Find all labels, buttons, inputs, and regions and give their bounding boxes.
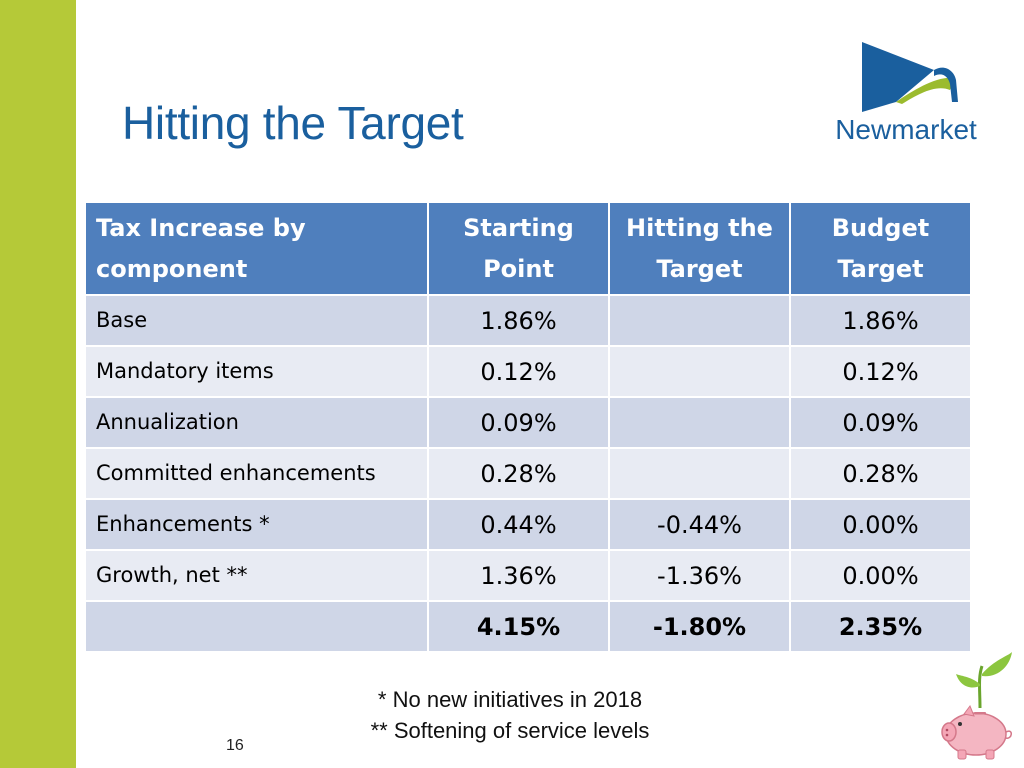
row-label: Mandatory items xyxy=(84,345,429,398)
budget-target-cell: 0.28% xyxy=(789,447,972,500)
footnote-1: * No new initiatives in 2018 xyxy=(377,687,643,712)
starting-point-total: 4.15% xyxy=(427,600,610,653)
table-row: Annualization 0.09% 0.09% xyxy=(84,396,972,449)
row-label xyxy=(84,600,429,653)
row-label: Enhancements * xyxy=(84,498,429,551)
table-row: Enhancements * 0.44% -0.44% 0.00% xyxy=(84,498,972,551)
budget-target-cell: 0.09% xyxy=(789,396,972,449)
hitting-target-cell: -0.44% xyxy=(608,498,791,551)
tax-increase-table: Tax Increase by component Starting Point… xyxy=(84,201,972,653)
table-header-row: Tax Increase by component Starting Point… xyxy=(84,201,972,296)
starting-point-cell: 0.44% xyxy=(427,498,610,551)
table-row: Mandatory items 0.12% 0.12% xyxy=(84,345,972,398)
header-starting-point: Starting Point xyxy=(427,201,610,296)
starting-point-cell: 0.28% xyxy=(427,447,610,500)
row-label: Committed enhancements xyxy=(84,447,429,500)
budget-target-cell: 0.12% xyxy=(789,345,972,398)
budget-target-cell: 0.00% xyxy=(789,498,972,551)
hitting-target-cell xyxy=(608,396,791,449)
starting-point-cell: 0.09% xyxy=(427,396,610,449)
budget-target-total: 2.35% xyxy=(789,600,972,653)
accent-side-bar xyxy=(0,0,76,768)
header-tax-increase: Tax Increase by component xyxy=(84,201,429,296)
hitting-target-cell xyxy=(608,294,791,347)
piggy-bank-sprout-icon xyxy=(941,652,1012,760)
footnotes: * No new initiatives in 2018 ** Softenin… xyxy=(330,684,690,746)
newmarket-logo-icon: Newmarket xyxy=(826,40,986,150)
hitting-target-total: -1.80% xyxy=(608,600,791,653)
slide-title: Hitting the Target xyxy=(122,97,464,149)
hitting-target-cell: -1.36% xyxy=(608,549,791,602)
budget-target-cell: 1.86% xyxy=(789,294,972,347)
starting-point-cell: 0.12% xyxy=(427,345,610,398)
starting-point-cell: 1.36% xyxy=(427,549,610,602)
footnote-2: ** Softening of service levels xyxy=(370,718,650,743)
budget-target-cell: 0.00% xyxy=(789,549,972,602)
table-row: Growth, net ** 1.36% -1.36% 0.00% xyxy=(84,549,972,602)
hitting-target-cell xyxy=(608,345,791,398)
hitting-target-cell xyxy=(608,447,791,500)
logo-wordmark: Newmarket xyxy=(835,114,977,145)
table-row: Committed enhancements 0.28% 0.28% xyxy=(84,447,972,500)
table-total-row: 4.15% -1.80% 2.35% xyxy=(84,600,972,653)
page-number: 16 xyxy=(226,737,244,754)
row-label: Annualization xyxy=(84,396,429,449)
starting-point-cell: 1.86% xyxy=(427,294,610,347)
row-label: Base xyxy=(84,294,429,347)
header-budget-target: Budget Target xyxy=(789,201,972,296)
table-row: Base 1.86% 1.86% xyxy=(84,294,972,347)
row-label: Growth, net ** xyxy=(84,549,429,602)
header-hitting-target: Hitting the Target xyxy=(608,201,791,296)
